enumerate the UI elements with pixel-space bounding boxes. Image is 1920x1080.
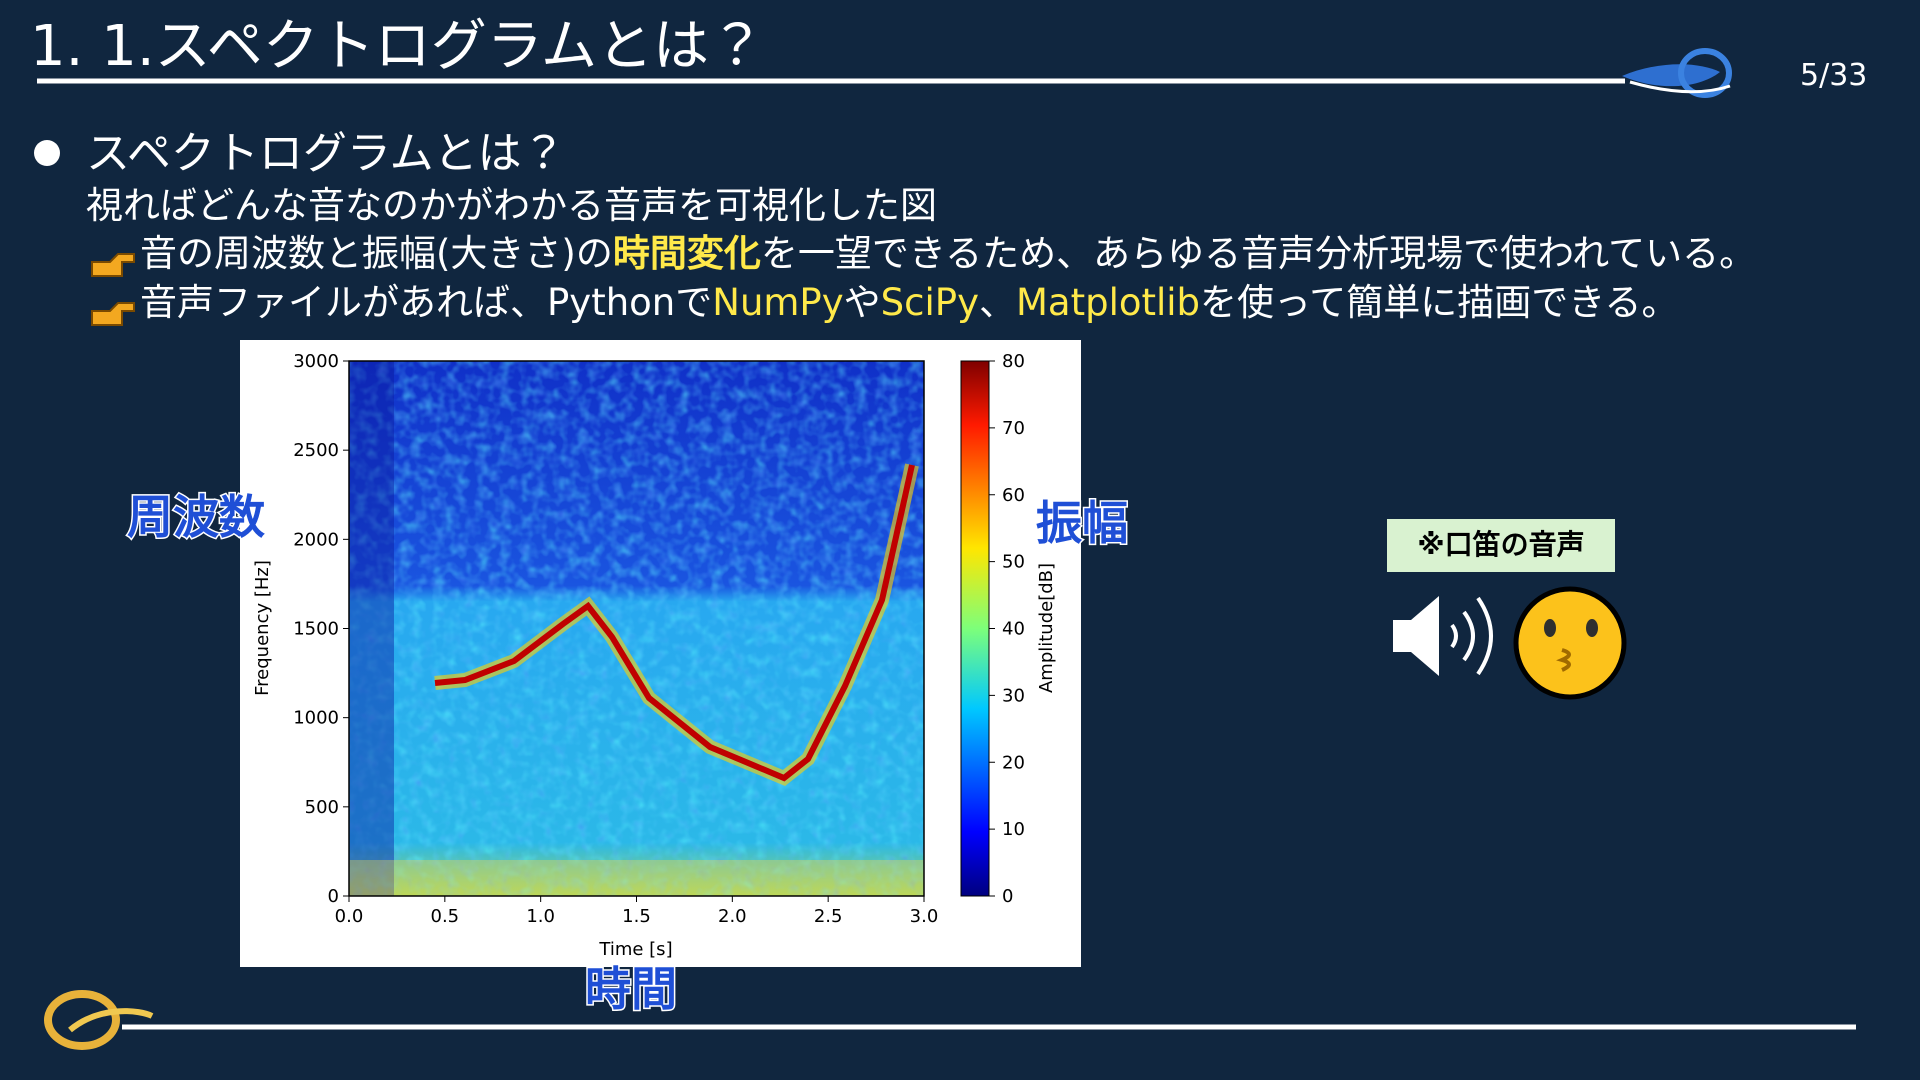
note-text: ※口笛の音声 <box>1417 528 1584 561</box>
point-text: や <box>844 281 881 324</box>
y-tick-label: 500 <box>305 797 339 818</box>
spectrogram-image <box>349 361 924 896</box>
colorbar-tick-label: 0 <box>1002 886 1013 907</box>
hand-icon <box>91 302 135 326</box>
y-tick-label: 1000 <box>293 708 339 729</box>
slide-title: 1. 1.スペクトログラムとは？ <box>30 14 765 79</box>
x-tick-label: 3.0 <box>910 906 939 927</box>
top-logo <box>1622 48 1732 98</box>
speaker-icon <box>1393 596 1493 676</box>
x-tick-label: 2.0 <box>718 906 747 927</box>
bullet-heading: スペクトログラムとは？ <box>86 128 566 179</box>
x-tick-label: 0.0 <box>335 906 364 927</box>
amplitude-annotation: 振幅 <box>1036 496 1128 550</box>
colorbar-tick-label: 80 <box>1002 351 1025 372</box>
bottom-logo <box>44 990 154 1050</box>
highlight: NumPy <box>712 281 843 324</box>
y-tick-label: 2500 <box>293 440 339 461</box>
highlight: SciPy <box>881 281 979 324</box>
colorbar-label: Amplitude[dB] <box>1036 563 1057 693</box>
point-text: を一望できるため、あらゆる音声分析現場で使われている。 <box>761 232 1756 275</box>
point-text: を使って簡単に描画できる。 <box>1200 281 1678 324</box>
colorbar-tick-label: 40 <box>1002 619 1025 640</box>
bullet-text: 視ればどんな音なのかがわかる音声を可視化した図 <box>86 184 937 227</box>
hand-icon <box>91 253 135 277</box>
frequency-annotation: 周波数 <box>127 490 265 544</box>
page-number: 5/33 <box>1800 58 1867 93</box>
colorbar <box>960 360 990 897</box>
point-text: 音声ファイルがあれば、Pythonで <box>140 281 712 324</box>
time-annotation: 時間 <box>585 962 677 1016</box>
y-tick-label: 3000 <box>293 351 339 372</box>
whistle-face-icon <box>1513 586 1627 700</box>
colorbar-tick-label: 30 <box>1002 685 1025 706</box>
point-text: 、 <box>979 281 1016 324</box>
x-tick-label: 1.0 <box>526 906 555 927</box>
point: 音声ファイルがあれば、PythonでNumPyやSciPy、Matplotlib… <box>140 281 1678 324</box>
point-text: 音の周波数と振幅(大きさ)の <box>140 232 613 275</box>
x-axis-label: Time [s] <box>598 939 672 960</box>
colorbar-tick-label: 70 <box>1002 418 1025 439</box>
point: 音の周波数と振幅(大きさ)の時間変化を一望できるため、あらゆる音声分析現場で使わ… <box>140 232 1756 275</box>
colorbar-tick-label: 10 <box>1002 819 1025 840</box>
note-box <box>1387 519 1615 572</box>
bullet-dot <box>34 140 60 166</box>
x-tick-label: 0.5 <box>431 906 460 927</box>
highlight: 時間変化 <box>613 232 761 275</box>
y-tick-label: 2000 <box>293 529 339 550</box>
y-axis-label: Frequency [Hz] <box>252 560 273 696</box>
y-tick-label: 0 <box>328 886 339 907</box>
y-tick-label: 1500 <box>293 619 339 640</box>
colorbar-tick-label: 20 <box>1002 752 1025 773</box>
x-tick-label: 2.5 <box>814 906 843 927</box>
highlight: Matplotlib <box>1016 281 1200 324</box>
colorbar-tick-label: 50 <box>1002 552 1025 573</box>
spectrogram-chart: Time [s] Frequency [Hz] Amplitude[dB] 0.… <box>240 340 1081 967</box>
colorbar-tick-label: 60 <box>1002 485 1025 506</box>
x-tick-label: 1.5 <box>622 906 651 927</box>
